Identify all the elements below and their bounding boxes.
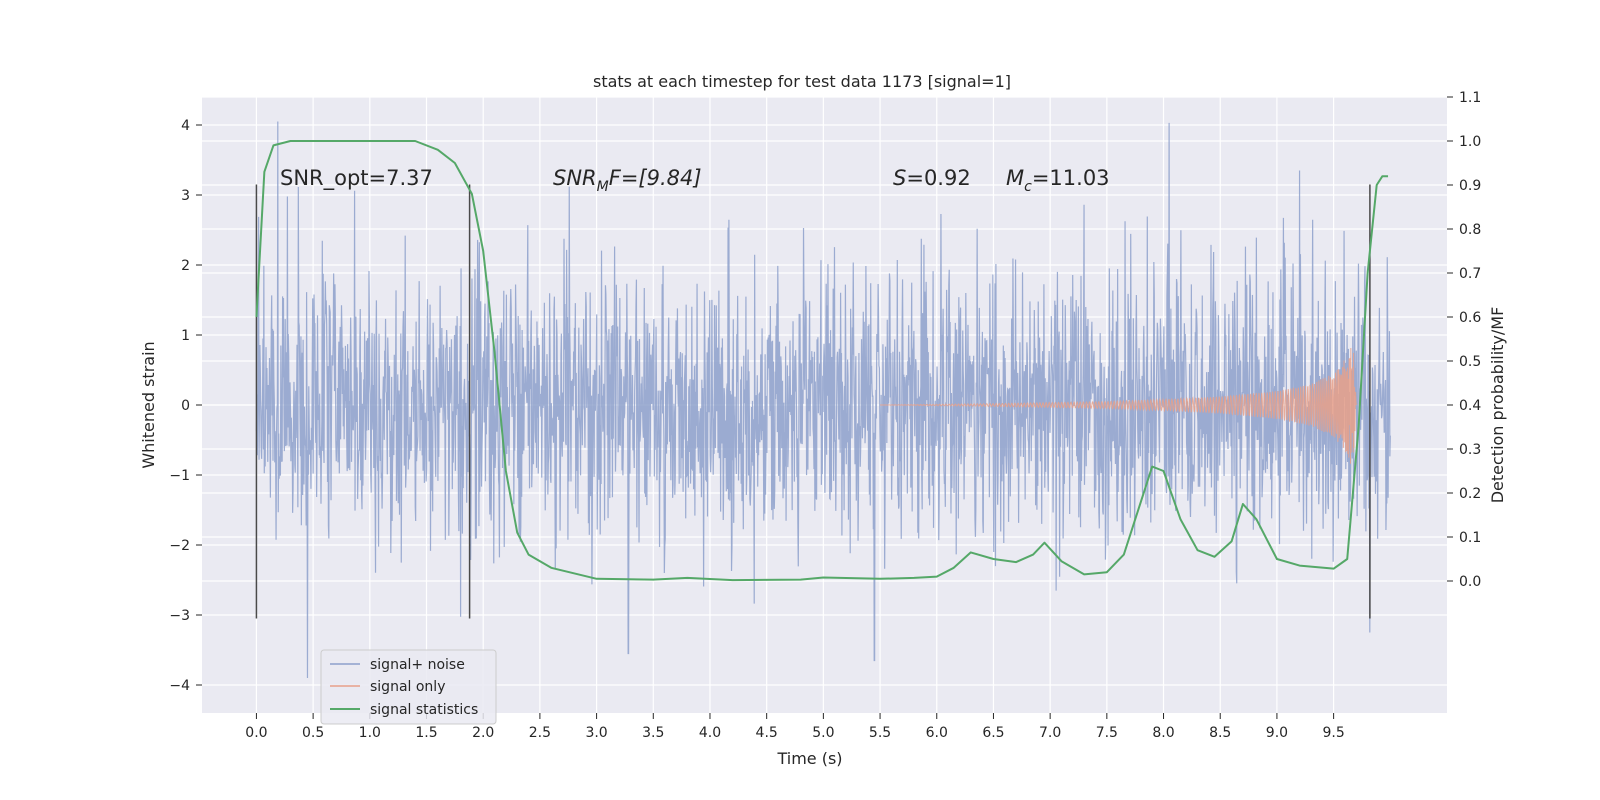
right-y-tick-label: 0.0 bbox=[1459, 574, 1481, 590]
x-tick-label: 9.5 bbox=[1322, 725, 1344, 741]
right-y-tick-label: 0.2 bbox=[1459, 486, 1481, 502]
annotation-snr-mf: SNRMF=[9.84] bbox=[553, 166, 702, 195]
x-tick-label: 2.5 bbox=[529, 725, 551, 741]
x-tick-label: 8.0 bbox=[1152, 725, 1174, 741]
s-rest: =0.92 bbox=[906, 166, 970, 190]
legend: signal+ noise signal only signal statist… bbox=[320, 649, 497, 725]
y-tick-label: 1 bbox=[181, 328, 190, 344]
legend-box bbox=[320, 649, 497, 725]
x-tick-label: 2.0 bbox=[472, 725, 494, 741]
signal-noise-trace bbox=[255, 121, 1391, 679]
annotation-snr-opt: SNR_opt=7.37 bbox=[280, 166, 433, 191]
legend-label-signal-statistics: signal statistics bbox=[370, 702, 478, 718]
x-tick-label: 5.0 bbox=[812, 725, 834, 741]
x-tick-label: 1.0 bbox=[359, 725, 381, 741]
x-tick-label: 8.5 bbox=[1209, 725, 1231, 741]
y-axis-ticks: 4 3 2 1 0 −1 −2 −3 −4 bbox=[169, 118, 202, 694]
snr-mf-base: SNR bbox=[553, 166, 597, 190]
right-y-tick-label: 0.8 bbox=[1459, 222, 1481, 238]
right-y-tick-label: 1.0 bbox=[1459, 134, 1481, 150]
x-axis-label: Time (s) bbox=[776, 749, 842, 768]
x-tick-label: 6.0 bbox=[926, 725, 948, 741]
x-tick-label: 1.5 bbox=[415, 725, 437, 741]
annotation-mc: Mc=11.03 bbox=[1006, 166, 1110, 195]
y-tick-label: −4 bbox=[169, 678, 190, 694]
x-tick-label: 9.0 bbox=[1266, 725, 1288, 741]
x-tick-label: 5.5 bbox=[869, 725, 891, 741]
snr-mf-rest: F=[9.84] bbox=[609, 166, 702, 190]
x-axis-ticks: 0.0 0.5 1.0 1.5 2.0 2.5 3.0 3.5 4.0 4.5 5.0 5.5 6.0 6… bbox=[245, 713, 1345, 741]
right-y-tick-label: 0.3 bbox=[1459, 442, 1481, 458]
right-y-tick-label: 1.1 bbox=[1459, 90, 1481, 106]
right-y-tick-label: 0.5 bbox=[1459, 354, 1481, 370]
x-tick-label: 7.0 bbox=[1039, 725, 1061, 741]
y-tick-label: 3 bbox=[181, 188, 190, 204]
y-tick-label: 4 bbox=[181, 118, 190, 134]
x-tick-label: 0.5 bbox=[302, 725, 324, 741]
x-tick-label: 7.5 bbox=[1096, 725, 1118, 741]
signal-statistics-line bbox=[255, 140, 1389, 582]
signal-statistics-series bbox=[255, 140, 1389, 582]
y-tick-label: −1 bbox=[169, 468, 190, 484]
chart-title: stats at each timestep for test data 117… bbox=[593, 72, 1011, 91]
right-y-axis-ticks: 1.1 1.0 0.9 0.8 0.7 0.6 0.5 0.4 0.3 0.2 0.1 0.0 bbox=[1447, 90, 1481, 590]
x-tick-label: 0.0 bbox=[245, 725, 267, 741]
x-tick-label: 3.0 bbox=[585, 725, 607, 741]
annotation-s: S=0.92 bbox=[893, 166, 971, 190]
right-y-axis-label: Detection probability/MF bbox=[1488, 307, 1507, 504]
legend-label-signal-noise: signal+ noise bbox=[370, 657, 465, 673]
right-y-tick-label: 0.7 bbox=[1459, 266, 1481, 282]
x-tick-label: 4.5 bbox=[756, 725, 778, 741]
y-tick-label: −3 bbox=[169, 608, 190, 624]
s-base: S bbox=[893, 166, 906, 190]
signal-only-series bbox=[880, 347, 1357, 464]
y-tick-label: 2 bbox=[181, 258, 190, 274]
legend-label-signal-only: signal only bbox=[370, 679, 445, 695]
right-y-tick-label: 0.6 bbox=[1459, 310, 1481, 326]
x-tick-label: 4.0 bbox=[699, 725, 721, 741]
right-y-tick-label: 0.1 bbox=[1459, 530, 1481, 546]
signal-noise-series bbox=[255, 121, 1391, 679]
y-axis-label: Whitened strain bbox=[139, 341, 158, 468]
y-tick-label: −2 bbox=[169, 538, 190, 554]
right-y-tick-label: 0.9 bbox=[1459, 178, 1481, 194]
x-tick-label: 6.5 bbox=[982, 725, 1004, 741]
mc-base: M bbox=[1006, 166, 1024, 190]
y-tick-label: 0 bbox=[181, 398, 190, 414]
snr-mf-sub: M bbox=[597, 179, 609, 195]
x-tick-label: 3.5 bbox=[642, 725, 664, 741]
mc-rest: =11.03 bbox=[1032, 166, 1110, 190]
right-y-tick-label: 0.4 bbox=[1459, 398, 1481, 414]
signal-only-trace bbox=[880, 347, 1357, 464]
mc-sub: c bbox=[1024, 179, 1032, 195]
